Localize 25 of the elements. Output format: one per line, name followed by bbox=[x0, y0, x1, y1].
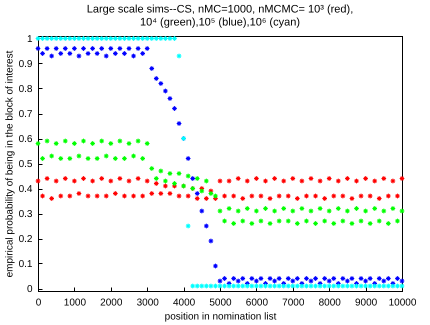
x-tick-label: 3000 bbox=[136, 298, 160, 308]
x-tick-label: 1000 bbox=[64, 298, 86, 308]
x-tick-label: 7000 bbox=[282, 298, 305, 308]
x-tick-label: 2000 bbox=[100, 298, 123, 308]
x-tick-label: 8000 bbox=[318, 298, 342, 308]
y-tick-label: 0.3 bbox=[18, 209, 33, 220]
y-tick-label: 0.7 bbox=[18, 109, 33, 120]
x-tick-label: 5000 bbox=[209, 298, 232, 308]
y-axis-title: empirical probability of being in the block of interest bbox=[4, 50, 16, 278]
y-tick-label: 0 bbox=[26, 284, 33, 295]
x-tick-label: 0 bbox=[36, 298, 42, 308]
x-tick-label: 6000 bbox=[246, 298, 268, 308]
y-tick-label: 0.8 bbox=[18, 84, 33, 95]
x-axis-title: position in nomination list bbox=[164, 312, 277, 322]
x-tick-label: 9000 bbox=[354, 298, 378, 308]
y-tick-label: 1 bbox=[26, 34, 33, 45]
x-tick-label: 10000 bbox=[388, 298, 417, 308]
x-tick-label: 4000 bbox=[172, 298, 196, 308]
y-tick-label: 0.4 bbox=[18, 184, 33, 195]
y-tick-label: 0.5 bbox=[18, 159, 33, 170]
y-tick-label: 0.6 bbox=[18, 134, 33, 145]
y-tick-label: 0.1 bbox=[18, 259, 33, 270]
y-tick-label: 0.2 bbox=[18, 234, 33, 245]
chart-title: Large scale sims--CS, nMC=1000, nMCMC= 10³ (red),10⁴ (green),10⁵ (blue),10⁶ (cyan) bbox=[86, 4, 354, 28]
y-tick-label: 0.9 bbox=[18, 59, 33, 70]
